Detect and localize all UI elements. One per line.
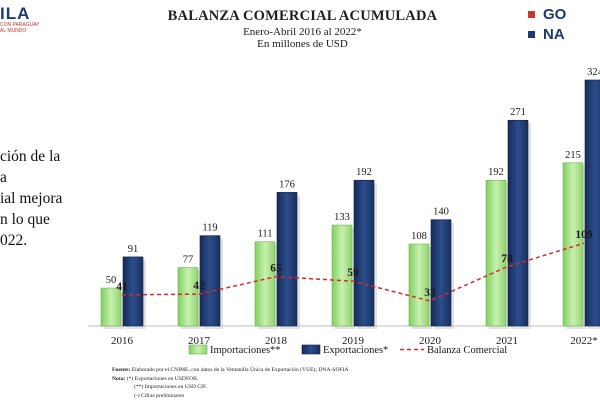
import-bar-2018 bbox=[254, 241, 276, 327]
legend-importaciones-swatch bbox=[188, 344, 208, 355]
side-commentary-text: ción de la a ial mejora n lo que 022. bbox=[0, 148, 63, 249]
logo-left-text: ILA bbox=[0, 4, 31, 23]
note-2: (**) Importaciones en USD CIF. bbox=[134, 384, 208, 390]
logo-right-word-2: NA bbox=[543, 25, 565, 43]
logo-right: GO NA bbox=[528, 6, 600, 46]
export-bar-2018 bbox=[276, 192, 298, 327]
balanza-label-2018: 65 bbox=[270, 263, 282, 275]
export-bar-2022 bbox=[584, 79, 600, 327]
x-tick-label-2020: 2020 bbox=[419, 335, 442, 347]
import-label-2019: 133 bbox=[334, 212, 350, 223]
logo-right-word-1: GO bbox=[543, 5, 567, 23]
logo-left-tagline: CON PARAGUAY AL MUNDO bbox=[0, 22, 40, 34]
import-label-2018: 111 bbox=[258, 229, 273, 240]
export-label-2018: 176 bbox=[279, 179, 295, 190]
chart-title: BALANZA COMERCIAL ACUMULADA bbox=[167, 8, 438, 24]
export-bar-2020 bbox=[430, 219, 452, 327]
export-bar-2019 bbox=[353, 179, 375, 327]
legend-balanza-label: Balanza Comercial bbox=[427, 345, 507, 356]
fuente-text: Elaborado por el CNIME, con datos de la … bbox=[131, 367, 349, 373]
chart-titles: BALANZA COMERCIAL ACUMULADA Enero-Abril … bbox=[130, 8, 475, 50]
nota-label: Nota: bbox=[112, 375, 126, 382]
balanza-label-2019: 59 bbox=[347, 267, 359, 279]
import-label-2016: 50 bbox=[106, 275, 117, 286]
import-bar-2022 bbox=[562, 162, 584, 327]
import-bar-2020 bbox=[408, 243, 430, 327]
balanza-label-2022: 109 bbox=[575, 229, 593, 241]
x-tick-label-2021: 2021 bbox=[496, 335, 518, 347]
logo-square-red bbox=[528, 10, 535, 18]
import-label-2020: 108 bbox=[411, 231, 427, 242]
import-bar-2021 bbox=[485, 179, 507, 327]
logo-square-blue bbox=[528, 30, 535, 38]
import-label-2021: 192 bbox=[488, 167, 504, 178]
export-label-2020: 140 bbox=[433, 207, 449, 218]
chart-footer: Fuente: Elaborado por el CNIME, con dato… bbox=[112, 366, 349, 400]
note-1: (*) Exportaciones en USDFOB. bbox=[126, 375, 199, 382]
export-label-2019: 192 bbox=[356, 167, 372, 178]
logo-left: ILA CON PARAGUAY AL MUNDO bbox=[0, 0, 70, 40]
legend-exportaciones-swatch bbox=[301, 344, 321, 355]
balanza-line bbox=[121, 242, 585, 302]
import-bar-2019 bbox=[331, 224, 353, 327]
legend-exportaciones-label: Exportaciones* bbox=[323, 345, 388, 356]
x-tick-label-2017: 2017 bbox=[188, 335, 211, 347]
chart-subtitle-period: Enero-Abril 2016 al 2022* bbox=[243, 26, 362, 38]
note-3: (-) Cifras preliminares bbox=[134, 392, 185, 399]
fuente-label: Fuente: bbox=[112, 367, 131, 373]
import-label-2022: 215 bbox=[565, 150, 581, 161]
x-tick-label-2016: 2016 bbox=[111, 335, 134, 347]
legend-importaciones-label: Importaciones** bbox=[210, 345, 281, 356]
logo-right-row-1: GO bbox=[528, 5, 600, 23]
export-label-2021: 271 bbox=[510, 107, 526, 118]
export-label-2022: 324 bbox=[587, 67, 600, 78]
logo-right-row-2: NA bbox=[528, 25, 600, 43]
export-bar-2016 bbox=[122, 256, 144, 327]
x-tick-label-2022: 2022* bbox=[570, 335, 598, 347]
export-bar-2017 bbox=[199, 235, 221, 327]
balanza-label-2016: 41 bbox=[116, 281, 128, 293]
export-bar-2021 bbox=[507, 119, 529, 327]
import-label-2017: 77 bbox=[183, 255, 194, 266]
export-label-2017: 119 bbox=[202, 223, 217, 234]
x-tick-label-2018: 2018 bbox=[265, 335, 288, 347]
import-bar-2016 bbox=[100, 287, 122, 327]
balanza-label-2021: 78 bbox=[501, 253, 513, 265]
balanza-label-2020: 33 bbox=[424, 287, 436, 299]
chart-subtitle-units: En millones de USD bbox=[257, 38, 348, 50]
export-label-2016: 91 bbox=[128, 244, 139, 255]
x-tick-label-2019: 2019 bbox=[342, 335, 365, 347]
balanza-label-2017: 42 bbox=[193, 280, 205, 292]
import-bar-2017 bbox=[177, 267, 199, 327]
